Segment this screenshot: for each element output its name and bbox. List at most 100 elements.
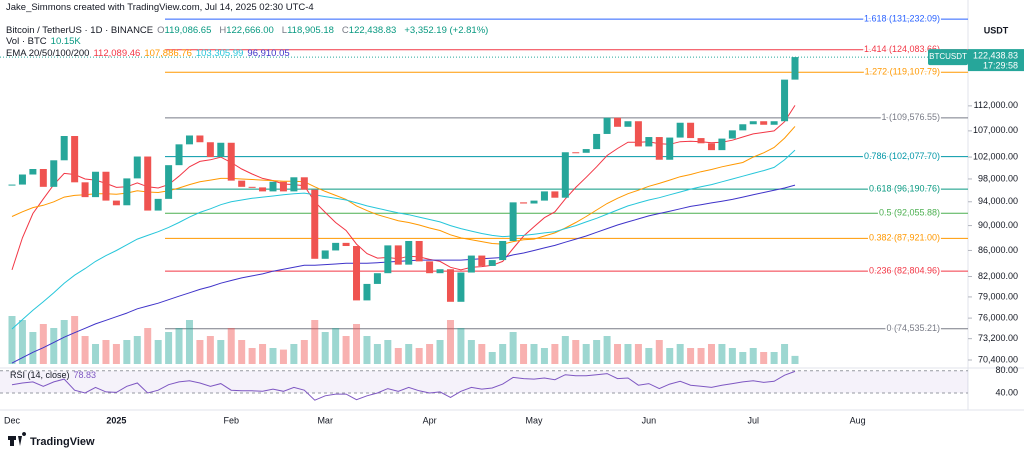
ema-title: EMA 20/50/100/200 (6, 47, 90, 59)
candle-body (123, 178, 131, 206)
volume-bar (196, 340, 204, 364)
volume-bar (217, 340, 225, 364)
candle-body (227, 142, 235, 181)
volume-bar (311, 320, 319, 364)
volume-bar (561, 336, 569, 364)
volume-bar (520, 344, 528, 364)
candle-body (8, 184, 16, 186)
candle-body (697, 138, 705, 144)
x-tick-label: Jun (642, 415, 657, 425)
volume-bar (227, 328, 235, 364)
y-tick-label: 73,200.00 (978, 333, 1018, 343)
candle-body (728, 130, 736, 139)
candle-body (71, 136, 79, 183)
volume-bar (238, 340, 246, 364)
volume-bar (593, 340, 601, 364)
ema-line (11, 105, 796, 271)
x-tick-label: Dec (4, 415, 21, 425)
candle-body (311, 189, 319, 259)
candle-body (39, 168, 47, 187)
volume-bar (770, 352, 778, 364)
volume-bar (645, 348, 653, 364)
volume-bar (154, 340, 162, 364)
volume-bar (18, 320, 26, 364)
candle-body (384, 245, 392, 274)
candle-body (666, 137, 674, 160)
fib-label: 0.5 (92,055.88) (879, 208, 940, 218)
rsi-legend: RSI (14, close) 78.83 (10, 370, 96, 380)
candle-body (196, 135, 204, 143)
volume-bar (279, 349, 287, 364)
volume-bar (342, 336, 350, 364)
y-tick-label: 90,000.00 (978, 220, 1018, 230)
y-tick-label: 102,000.00 (973, 151, 1018, 161)
candle-body (60, 136, 68, 161)
candle-body (707, 143, 715, 151)
ohlc-key: L (281, 24, 288, 36)
rsi-tick-label: 40.00 (995, 387, 1018, 397)
fib-label: 0.786 (102,077.70) (864, 151, 940, 161)
volume-bar (39, 324, 47, 364)
candle-body (363, 283, 371, 301)
volume-bar (760, 352, 768, 364)
candle-body (206, 142, 214, 158)
ohlc-value: 122,666.00 (226, 24, 274, 36)
price-tag: 122,438.83 (973, 50, 1018, 60)
volume-bar (123, 340, 131, 364)
volume-bar (50, 328, 58, 364)
ohlc-key: C (341, 24, 349, 36)
volume-bar (509, 332, 517, 364)
volume-bar (92, 344, 100, 364)
candle-body (144, 156, 152, 211)
volume-bar (499, 344, 507, 364)
candle-body (353, 246, 361, 301)
candle-body (446, 269, 454, 302)
volume-bar (655, 340, 663, 364)
volume-bar (582, 344, 590, 364)
volume-bar (8, 316, 16, 364)
rsi-band (0, 370, 968, 393)
rsi-value: 78.83 (74, 370, 97, 380)
candle-body (165, 165, 173, 199)
fib-label: 0.236 (82,804.96) (869, 266, 940, 276)
ohlc-value: 119,086.65 (164, 24, 212, 36)
volume-bar (540, 348, 548, 364)
candle-body (92, 171, 100, 198)
volume-bar (488, 352, 496, 364)
candle-body (175, 144, 183, 166)
volume-bar (259, 344, 267, 364)
symbol-line: Bitcoin / TetherUS · 1D · BINANCE O119,08… (6, 25, 492, 37)
candle-body (593, 133, 601, 150)
volume-title: Vol · BTC (6, 36, 47, 47)
legend: Jake_Simmons created with TradingView.co… (6, 2, 492, 59)
candle-body (269, 181, 277, 192)
volume-bar (133, 336, 141, 364)
candle-body (81, 182, 89, 198)
candle-body (499, 240, 507, 261)
brand: TradingView (30, 436, 95, 448)
ema-value: 96,910.05 (247, 47, 290, 59)
symbol: Bitcoin / TetherUS · 1D · BINANCE (6, 24, 154, 36)
countdown: 17:29:58 (983, 60, 1018, 70)
volume-bar (29, 332, 37, 364)
ema-value: 112,089.46 (93, 47, 141, 59)
x-tick-label: Jul (747, 415, 759, 425)
x-tick-label: 2025 (106, 415, 126, 425)
volume-bar (457, 328, 465, 364)
volume-bar (353, 324, 361, 364)
volume-bar (697, 348, 705, 364)
candle-body (457, 272, 465, 302)
ohlc-item: H122,666.00 (219, 25, 277, 36)
candle-body (332, 242, 340, 251)
volume-bar (551, 344, 559, 364)
y-tick-label: 94,000.00 (978, 196, 1018, 206)
volume-bar (290, 344, 298, 364)
candle-body (405, 240, 413, 265)
volume-bar (687, 348, 695, 364)
price-tag-bg (968, 49, 1024, 72)
fib-label: 0.382 (87,921.00) (869, 233, 940, 243)
candle-body (509, 202, 517, 241)
candle-body (645, 137, 653, 147)
